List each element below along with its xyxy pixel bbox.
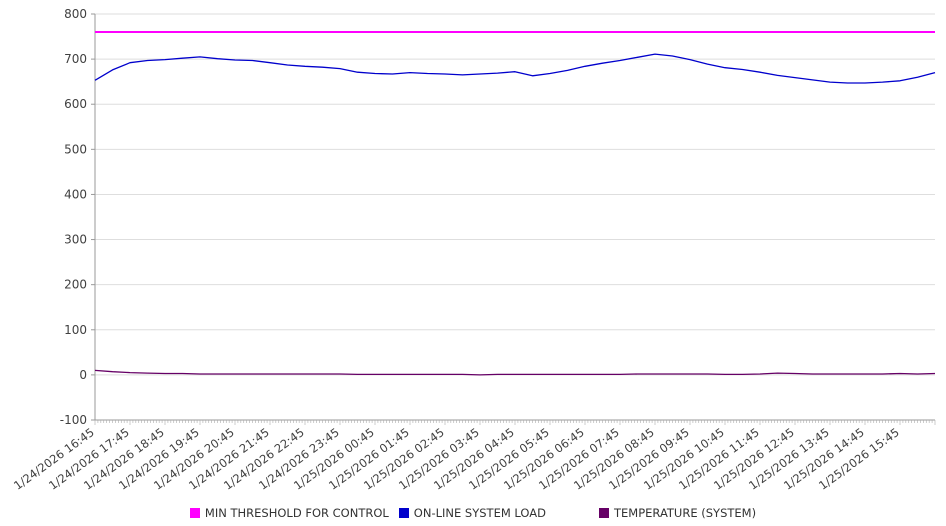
- y-axis-label: 800: [64, 7, 87, 21]
- series-line: [94, 53, 936, 84]
- series-line: [94, 369, 936, 376]
- legend-label-temperature: TEMPERATURE (SYSTEM): [614, 506, 757, 520]
- y-axis-label: 100: [64, 323, 87, 337]
- y-axis-label: 500: [64, 142, 87, 156]
- y-axis-label: 600: [64, 97, 87, 111]
- legend-item-min-threshold: MIN THRESHOLD FOR CONTROL: [189, 506, 389, 520]
- y-axis-label: 700: [64, 52, 87, 66]
- y-axis-label: 0: [79, 368, 87, 382]
- online-system-load-swatch-icon: [398, 508, 409, 518]
- temperature-swatch-icon: [599, 508, 609, 518]
- y-axis-label: 300: [64, 233, 87, 247]
- min-threshold-swatch-icon: [189, 508, 200, 518]
- chart-legend: MIN THRESHOLD FOR CONTROL ON-LINE SYSTEM…: [0, 506, 946, 520]
- y-axis-label: 400: [64, 187, 87, 201]
- legend-item-online-system-load: ON-LINE SYSTEM LOAD: [398, 506, 546, 520]
- legend-item-temperature: TEMPERATURE (SYSTEM): [599, 506, 756, 520]
- legend-label-online-system-load: ON-LINE SYSTEM LOAD: [413, 506, 546, 520]
- y-axis-label: 200: [64, 278, 87, 292]
- legend-label-min-threshold: MIN THRESHOLD FOR CONTROL: [204, 506, 389, 520]
- y-axis-label: -100: [60, 413, 87, 427]
